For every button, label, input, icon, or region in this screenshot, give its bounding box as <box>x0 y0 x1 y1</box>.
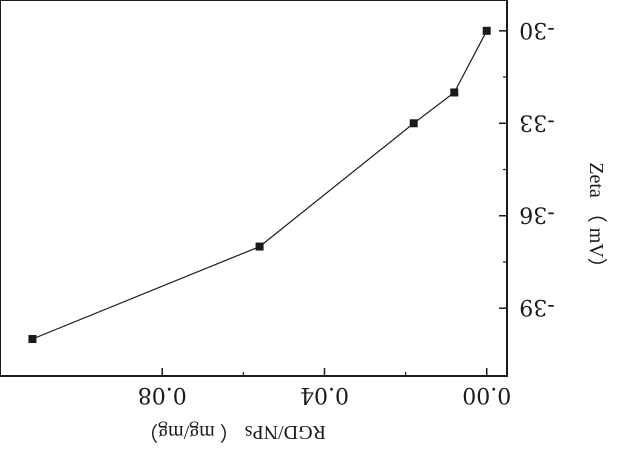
y-tick-label: -33 <box>519 109 554 134</box>
x-axis-title: RGD/NPs （ mg/mg） <box>138 421 326 444</box>
data-point <box>28 335 37 344</box>
plot-area <box>0 0 508 377</box>
y-tick-label: -36 <box>519 202 554 227</box>
data-point <box>255 242 264 251</box>
data-point <box>450 88 459 97</box>
y-axis-title: Zeta （ mV） <box>585 162 608 278</box>
y-tick-label: -30 <box>519 17 554 42</box>
tick-labels: 0.08 0.04 0.00 -30 -33 -36 -39 <box>138 17 555 407</box>
x-tick-label: 0.04 <box>300 382 349 407</box>
x-tick-label: 0.00 <box>462 382 511 407</box>
series-zeta <box>28 26 491 344</box>
x-tick-label: 0.08 <box>138 382 187 407</box>
y-tick-label: -39 <box>519 294 554 319</box>
data-point <box>409 119 418 128</box>
data-point <box>482 26 491 35</box>
ticks <box>161 30 507 376</box>
